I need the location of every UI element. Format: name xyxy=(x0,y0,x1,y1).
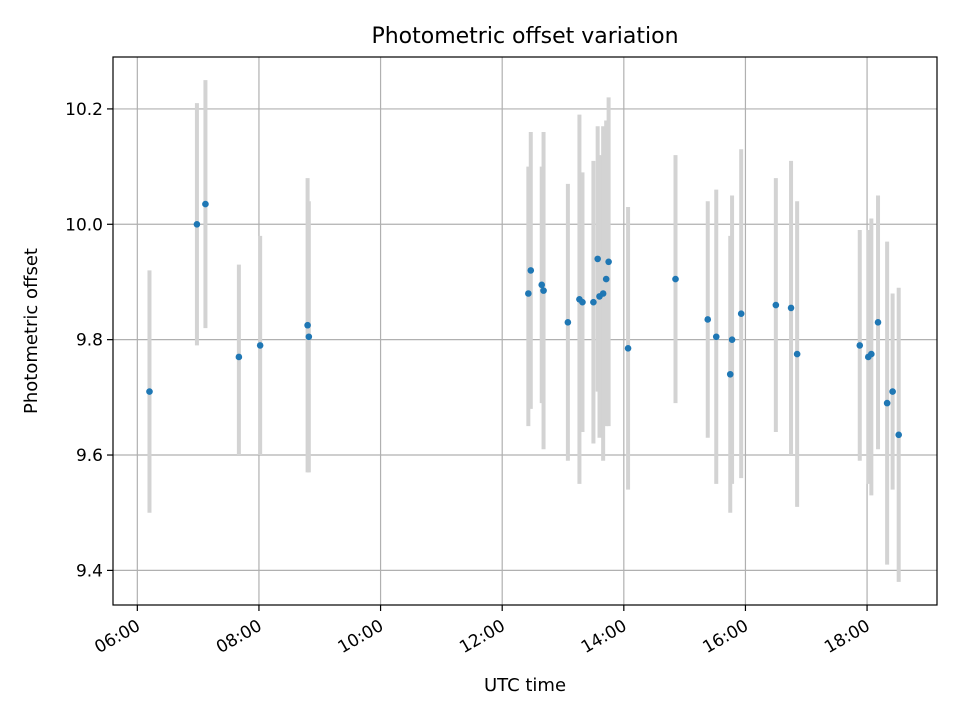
data-point xyxy=(672,275,679,283)
data-point xyxy=(772,301,780,309)
data-point xyxy=(202,200,209,208)
data-point xyxy=(305,333,313,341)
data-point xyxy=(704,316,712,323)
x-tick-label: 08:00 xyxy=(213,616,265,658)
data-points xyxy=(146,200,902,439)
data-point xyxy=(868,350,875,358)
data-point xyxy=(590,298,597,306)
x-axis-label: UTC time xyxy=(484,675,566,696)
data-point xyxy=(712,333,720,341)
x-axis-ticks: 06:00 08:00 10:00 12:00 14:00 16:00 18:00 xyxy=(91,605,874,658)
data-point xyxy=(737,310,745,317)
data-point xyxy=(304,321,311,329)
data-point xyxy=(599,290,607,297)
data-point xyxy=(525,290,532,297)
data-point xyxy=(874,319,882,326)
x-tick-label: 14:00 xyxy=(578,616,630,658)
data-point xyxy=(235,353,243,361)
data-point xyxy=(527,267,535,274)
data-point xyxy=(579,298,586,306)
data-point xyxy=(594,255,601,263)
data-point xyxy=(726,370,734,378)
data-point xyxy=(895,431,902,439)
data-point xyxy=(856,342,864,349)
y-tick-label: 10.2 xyxy=(65,100,103,120)
data-point xyxy=(728,336,736,343)
data-point xyxy=(540,287,547,294)
data-point xyxy=(564,319,572,326)
plot-frame xyxy=(112,56,938,606)
x-tick-label: 10:00 xyxy=(335,616,387,658)
data-point xyxy=(602,275,610,283)
data-point xyxy=(256,342,264,349)
y-axis-label: Photometric offset xyxy=(21,248,42,414)
y-tick-label: 9.8 xyxy=(76,331,103,351)
y-tick-label: 9.4 xyxy=(76,561,103,581)
x-tick-label: 16:00 xyxy=(700,616,752,658)
data-point xyxy=(193,220,201,228)
error-bars xyxy=(147,80,901,582)
x-tick-label: 18:00 xyxy=(821,616,873,658)
data-point xyxy=(538,281,546,289)
y-axis-ticks: 9.4 9.6 9.8 10.0 10.2 xyxy=(65,100,113,581)
data-point xyxy=(624,345,632,352)
data-point xyxy=(793,350,801,358)
data-point xyxy=(605,258,612,266)
y-tick-label: 10.0 xyxy=(65,215,103,235)
data-point xyxy=(883,399,891,407)
x-tick-label: 12:00 xyxy=(456,616,508,658)
chart-title: Photometric offset variation xyxy=(371,24,678,49)
data-point xyxy=(889,388,896,395)
x-tick-label: 06:00 xyxy=(91,616,143,658)
data-point xyxy=(787,304,795,312)
grid-lines xyxy=(113,57,937,605)
y-tick-label: 9.6 xyxy=(76,446,103,466)
data-point xyxy=(146,388,153,395)
